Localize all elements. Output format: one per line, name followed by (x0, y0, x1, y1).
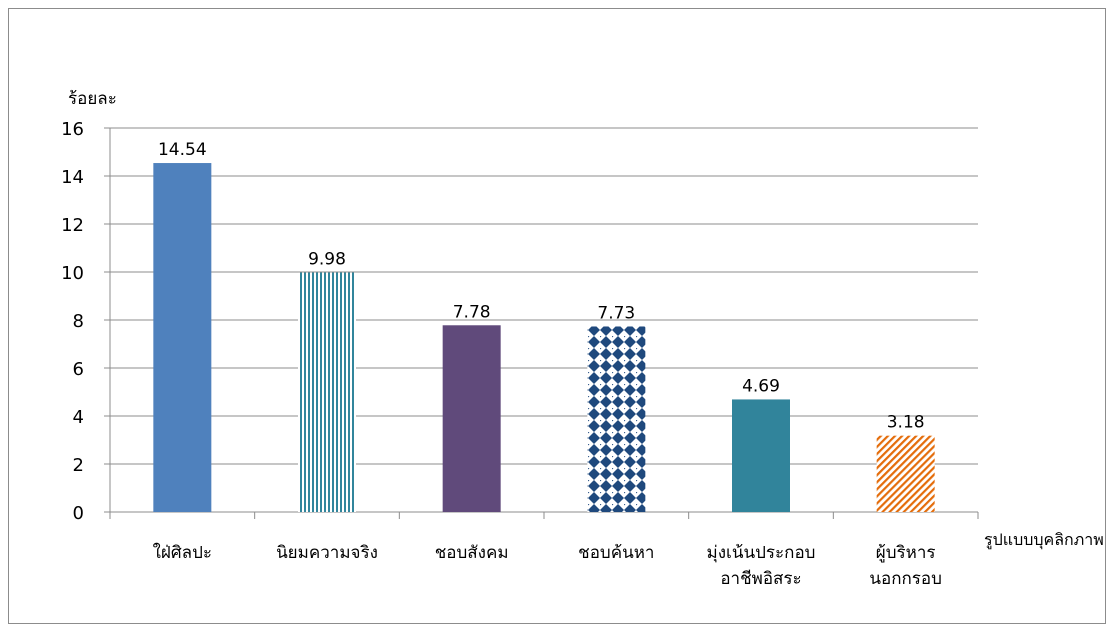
y-tick-label: 16 (61, 119, 84, 140)
data-label: 7.78 (453, 302, 491, 322)
y-tick-label: 4 (73, 407, 84, 428)
y-tick-label: 2 (73, 455, 84, 476)
data-label: 7.73 (597, 303, 635, 323)
bars (153, 163, 935, 513)
x-tick-label: อาชีพอิสระ (720, 569, 801, 589)
x-tick-label: นอกกรอบ (869, 569, 942, 589)
y-tick-label: 6 (73, 359, 84, 380)
y-tick-label: 0 (73, 503, 84, 524)
bar-3 (442, 325, 501, 512)
x-tick-label: ชอบค้นหา (578, 543, 654, 563)
y-tick-label: 14 (61, 167, 84, 188)
labels: 0 2 4 6 8 10 12 14 16 14.54 ใฝ่ศิลปะ 9.98 นิยมความจร… (61, 89, 1104, 589)
y-tick-label: 12 (61, 215, 84, 236)
data-label: 9.98 (308, 249, 346, 269)
x-axis-title: รูปแบบบุคลิกภาพ (984, 530, 1104, 550)
bar-6 (876, 435, 935, 512)
data-label: 3.18 (887, 413, 925, 433)
x-tick-label: มุ่งเน้นประกอบ (707, 543, 816, 563)
bar-2 (298, 272, 356, 512)
x-tick-label: ใฝ่ศิลปะ (153, 542, 212, 563)
gridlines (110, 127, 978, 465)
bar-4 (587, 326, 646, 512)
axes (104, 127, 979, 519)
bar-1 (153, 163, 212, 513)
y-tick-label: 8 (73, 311, 84, 332)
x-tick-label: นิยมความจริง (276, 543, 378, 563)
data-label: 4.69 (742, 376, 780, 396)
data-label: 14.54 (158, 140, 207, 160)
x-tick-label: ผู้บริหาร (876, 543, 936, 563)
x-tick-label: ชอบสังคม (435, 543, 509, 563)
y-axis-title: ร้อยละ (68, 89, 117, 109)
bar-5 (732, 399, 790, 512)
y-tick-label: 10 (61, 263, 84, 284)
